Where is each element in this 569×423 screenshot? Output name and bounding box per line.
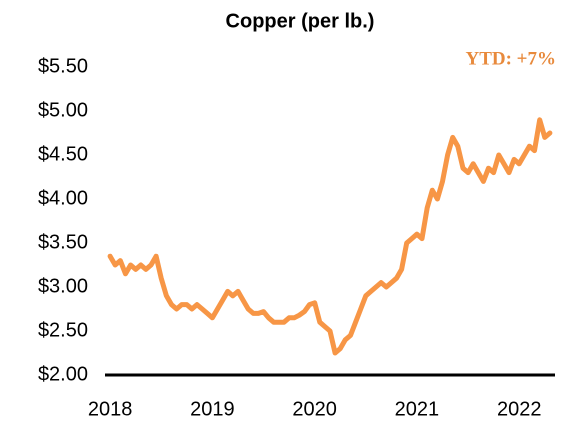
- x-tick-label: 2019: [190, 398, 235, 420]
- x-tick-label: 2021: [395, 398, 440, 420]
- y-tick-label: $5.50: [38, 55, 88, 77]
- y-tick-label: $3.50: [38, 231, 88, 253]
- x-tick-label: 2022: [497, 398, 542, 420]
- chart-title: Copper (per lb.): [226, 10, 375, 32]
- x-tick-label: 2020: [292, 398, 337, 420]
- y-tick-label: $5.00: [38, 99, 88, 121]
- y-tick-label: $2.00: [38, 363, 88, 385]
- line: [107, 117, 553, 356]
- annotation: YTD: +7%: [465, 48, 556, 69]
- y-tick-label: $2.50: [38, 319, 88, 341]
- y-tick-label: $4.00: [38, 187, 88, 209]
- y-tick-label: $3.00: [38, 275, 88, 297]
- x-tick-label: 2018: [88, 398, 133, 420]
- y-tick-label: $4.50: [38, 143, 88, 165]
